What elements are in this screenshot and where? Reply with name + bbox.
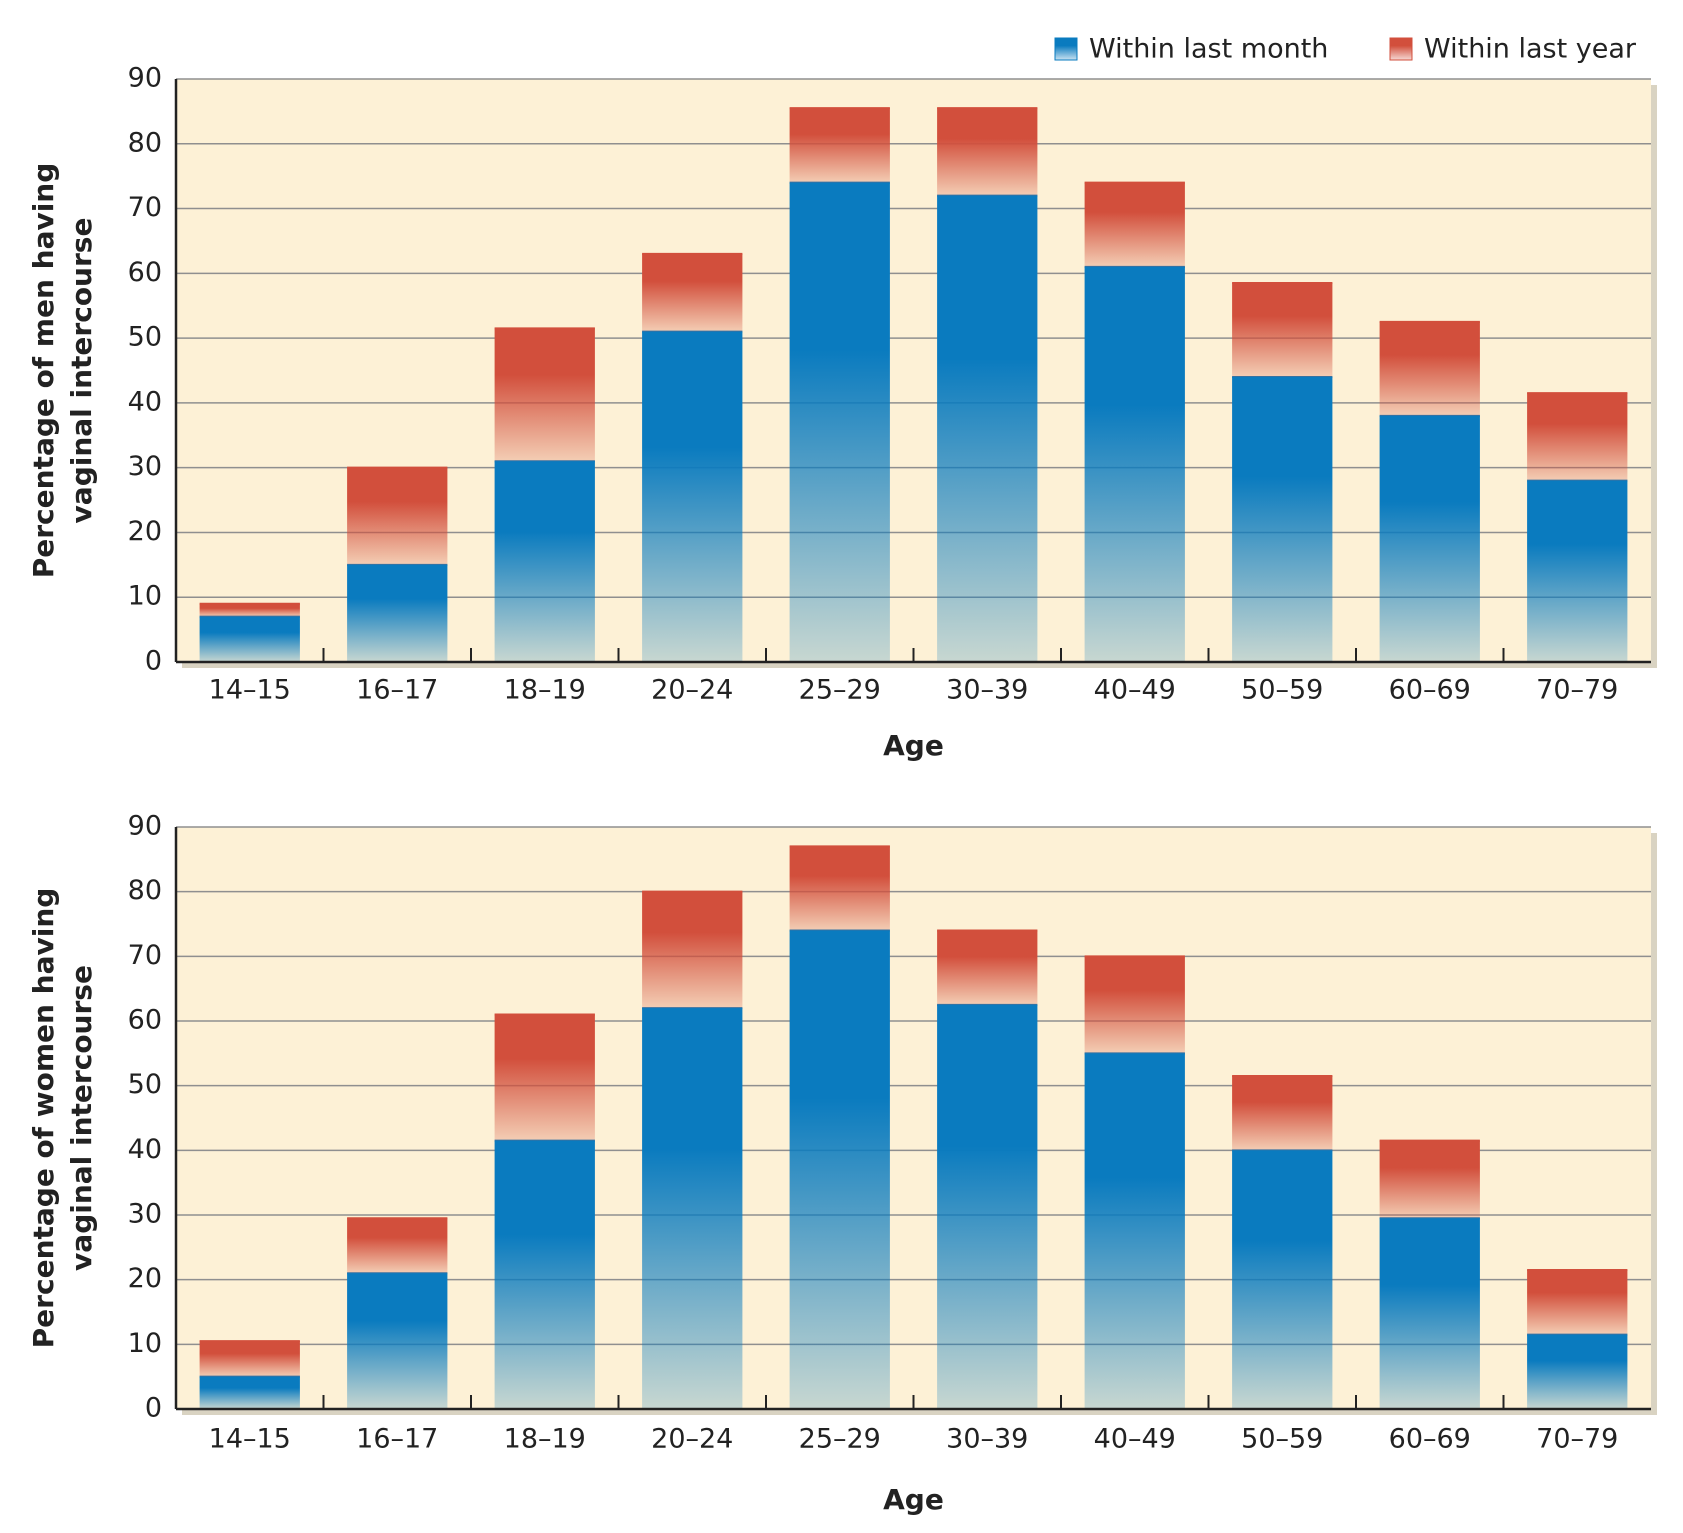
x-tick-label: 40–49 [1094,675,1176,706]
bar-segment [789,182,890,662]
y-tick-label: 90 [128,811,162,842]
bar-segment [1232,1075,1333,1151]
bar-segment [1379,1140,1480,1219]
bar-segment [347,564,448,662]
y-tick-label: 20 [128,1263,162,1294]
x-tick-label: 16–17 [356,675,438,706]
legend-swatch [1054,37,1078,61]
y-tick-label: 40 [128,1134,162,1165]
legend-swatch [1389,37,1413,61]
bar-segment [347,467,448,565]
bar-segment [1232,376,1333,662]
y-tick-label: 20 [128,516,162,547]
bar-segment [937,930,1038,1005]
y-tick-label: 50 [128,1069,162,1100]
bar-segment [1379,321,1480,416]
bar-segment [1084,266,1185,662]
y-tick-label: 40 [128,386,162,417]
bar-segment [789,846,890,931]
bar-segment [1527,1334,1628,1409]
x-tick-label: 60–69 [1389,1424,1471,1455]
x-tick-label: 25–29 [799,1424,881,1455]
bar-segment [1084,182,1185,267]
x-axis-title: Age [883,1483,944,1516]
bar-segment [937,108,1038,196]
x-tick-label: 18–19 [504,1424,586,1455]
bar-segment [1379,1218,1480,1409]
x-tick-label: 14–15 [209,675,291,706]
x-tick-label: 50–59 [1241,675,1323,706]
y-tick-label: 80 [128,127,162,158]
x-tick-label: 60–69 [1389,675,1471,706]
x-tick-label: 70–79 [1536,675,1618,706]
y-axis-title: vaginal intercourse [65,218,98,524]
bar-segment [789,930,890,1409]
x-tick-label: 14–15 [209,1424,291,1455]
bar-segment [494,1014,595,1141]
x-tick-label: 30–39 [946,1424,1028,1455]
bar-segment [937,1004,1038,1409]
bar-segment [347,1218,448,1274]
x-tick-label: 70–79 [1536,1424,1618,1455]
y-tick-label: 60 [128,257,162,288]
bar-segment [642,253,743,332]
x-tick-label: 40–49 [1094,1424,1176,1455]
y-tick-label: 80 [128,875,162,906]
x-tick-label: 18–19 [504,675,586,706]
bar-segment [1379,415,1480,662]
bar-segment [789,108,890,183]
y-tick-label: 70 [128,192,162,223]
legend-label: Within last month [1089,34,1328,65]
x-tick-label: 30–39 [946,675,1028,706]
y-tick-label: 10 [128,1328,162,1359]
bar-segment [937,195,1038,662]
bar-segment [1232,283,1333,377]
bar-segment [1084,1053,1185,1409]
bar-segment [494,1140,595,1409]
x-tick-label: 25–29 [799,675,881,706]
y-tick-label: 30 [128,1199,162,1230]
x-tick-label: 16–17 [356,1424,438,1455]
x-tick-label: 20–24 [651,675,733,706]
y-axis-title: vaginal intercourse [65,965,98,1271]
legend-label: Within last year [1424,34,1637,65]
bar-segment [1232,1150,1333,1409]
bar-segment [199,1376,300,1409]
y-tick-label: 60 [128,1005,162,1036]
y-tick-label: 50 [128,322,162,353]
bar-segment [1527,393,1628,481]
bar-segment [199,616,300,662]
bar-segment [494,328,595,462]
y-tick-label: 0 [145,1393,162,1424]
y-axis-title: Percentage of women having [27,888,60,1349]
bar-segment [1084,956,1185,1054]
y-tick-label: 10 [128,581,162,612]
y-tick-label: 30 [128,451,162,482]
x-axis-title: Age [883,729,944,762]
y-tick-label: 0 [145,646,162,677]
y-tick-label: 90 [128,63,162,94]
y-tick-label: 70 [128,940,162,971]
y-axis-title: Percentage of men having [27,163,60,579]
bar-segment [347,1273,448,1409]
bar-segment [642,891,743,1009]
x-tick-label: 20–24 [651,1424,733,1455]
bar-segment [642,1008,743,1409]
bar-segment [199,1341,300,1377]
bar-segment [1527,480,1628,662]
bar-segment [1527,1269,1628,1335]
x-tick-label: 50–59 [1241,1424,1323,1455]
bar-segment [494,461,595,662]
bar-segment [199,603,300,617]
bar-segment [642,331,743,662]
